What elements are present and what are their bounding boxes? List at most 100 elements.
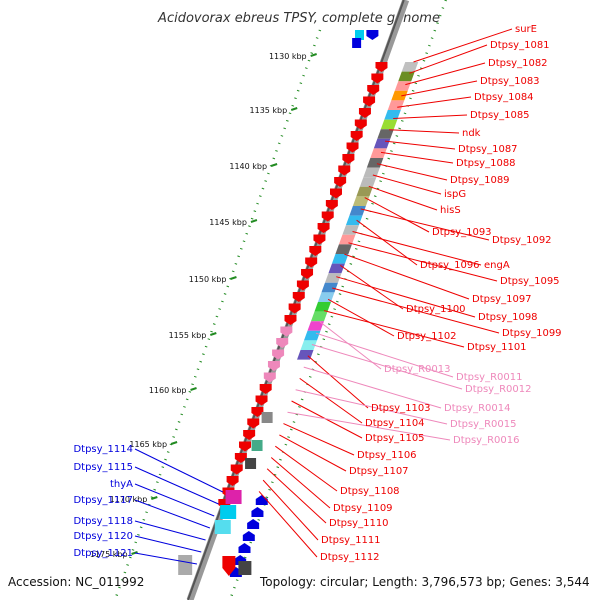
gene-label: engA xyxy=(484,260,510,271)
gene-label: Dtpsy_R0014 xyxy=(444,403,511,414)
gene-label: Dtpsy_1108 xyxy=(340,486,400,497)
leader-line xyxy=(134,499,211,529)
gene-label: ndk xyxy=(462,128,481,139)
gene-arrow xyxy=(280,326,293,337)
gene-label: Dtpsy_1117 xyxy=(73,495,133,506)
scale-label: 1140 kbp xyxy=(229,162,267,171)
gene-label: Dtpsy_1089 xyxy=(450,175,510,186)
leader-line xyxy=(270,457,331,509)
gene-label: Dtpsy_1085 xyxy=(470,110,530,121)
gene-arrow xyxy=(350,131,363,141)
cog-block xyxy=(370,148,387,158)
gene-arrow xyxy=(251,507,264,517)
gene-label: Dtpsy_1082 xyxy=(488,58,548,69)
gene-label: Dtpsy_1092 xyxy=(492,235,552,246)
gene-arrow xyxy=(309,246,322,256)
cog-block xyxy=(338,234,356,245)
scale-tick xyxy=(170,441,178,445)
leader-line xyxy=(275,445,338,492)
gene-arrow xyxy=(276,338,289,348)
leader-line xyxy=(393,114,468,119)
leader-line xyxy=(352,231,482,266)
leader-line xyxy=(336,276,476,318)
gene-track xyxy=(178,30,388,577)
scale-tick xyxy=(310,53,317,57)
leader-line xyxy=(307,355,369,409)
gene-arrow xyxy=(234,453,247,463)
scale-tick xyxy=(250,219,258,223)
gene-arrow xyxy=(226,476,239,486)
gene-label: Dtpsy_R0013 xyxy=(384,364,451,375)
leader-line xyxy=(344,253,470,300)
cog-block xyxy=(331,254,349,264)
leader-line xyxy=(368,185,438,211)
gene-label: Dtpsy_1111 xyxy=(321,535,381,546)
gene-label: Dtpsy_R0012 xyxy=(465,384,532,395)
leader-line xyxy=(401,80,478,97)
gene-arrow xyxy=(329,188,342,199)
gene-arrow xyxy=(346,142,359,153)
scale-label: 1170 kbp xyxy=(110,495,148,504)
gene-box xyxy=(245,458,257,469)
scale-label: 1160 kbp xyxy=(149,386,187,395)
cog-block xyxy=(307,321,324,331)
gene-box xyxy=(355,30,364,40)
leader-line xyxy=(283,423,355,456)
cog-block xyxy=(328,263,345,274)
leader-line xyxy=(134,520,206,541)
gene-labels: surE Dtpsy_1081 Dtpsy_1082 Dtpsy_1083 Dtpsy_… xyxy=(73,24,561,563)
gene-label: Dtpsy_1101 xyxy=(467,342,527,353)
cog-block xyxy=(335,244,352,254)
leader-line xyxy=(389,129,460,134)
gene-arrow xyxy=(251,407,264,417)
gene-label: Dtpsy_1087 xyxy=(458,144,518,155)
leader-line xyxy=(134,552,198,565)
gene-label: Dtpsy_1110 xyxy=(329,518,389,529)
gene-label: Dtpsy_1120 xyxy=(73,531,133,542)
gene-arrow xyxy=(267,361,280,371)
gene-box xyxy=(261,412,273,423)
gene-label: Dtpsy_1084 xyxy=(474,92,534,103)
cog-block xyxy=(359,177,377,187)
scale-label: 1135 kbp xyxy=(250,106,288,115)
gene-label: Dtpsy_R0015 xyxy=(450,419,517,430)
scale-tick xyxy=(230,276,237,280)
leader-line xyxy=(134,466,219,505)
leader-line xyxy=(134,448,224,493)
leader-line xyxy=(397,96,472,108)
cog-block xyxy=(321,282,338,293)
gene-label: Dtpsy_1121 xyxy=(73,548,133,559)
cog-block xyxy=(391,90,408,101)
leader-line xyxy=(311,344,463,390)
gene-label: Dtpsy_1100 xyxy=(406,304,466,315)
gene-label: hisS xyxy=(440,205,461,216)
gene-box xyxy=(251,440,263,451)
gene-arrow xyxy=(243,430,256,440)
gene-label: Dtpsy_1098 xyxy=(478,312,538,323)
leader-line xyxy=(348,242,498,282)
gene-arrow xyxy=(222,556,236,576)
leader-line xyxy=(327,298,395,337)
scale-label: 1130 kbp xyxy=(269,52,307,61)
gene-box xyxy=(352,38,362,48)
gene-arrow xyxy=(334,177,347,187)
gene-arrow xyxy=(342,154,355,164)
cog-block xyxy=(384,110,401,120)
gene-label: Dtpsy_1088 xyxy=(456,158,516,169)
gene-label: Dtpsy_1105 xyxy=(365,433,425,444)
leader-line xyxy=(134,483,215,517)
cog-block xyxy=(401,62,419,72)
gene-arrow xyxy=(288,303,301,314)
topology-text: Topology: circular; Length: 3,796,573 bp… xyxy=(259,575,590,589)
gene-arrow xyxy=(375,62,388,72)
gene-label: Dtpsy_1095 xyxy=(500,276,560,287)
cog-block xyxy=(349,206,366,216)
gene-label: Dtpsy_1109 xyxy=(333,503,393,514)
scale-label: 1155 kbp xyxy=(169,331,207,340)
leader-line xyxy=(258,491,318,558)
leader-line xyxy=(299,377,363,424)
gene-arrow xyxy=(367,85,380,95)
scale-tick xyxy=(209,332,217,336)
scale-label: 1150 kbp xyxy=(189,275,227,284)
